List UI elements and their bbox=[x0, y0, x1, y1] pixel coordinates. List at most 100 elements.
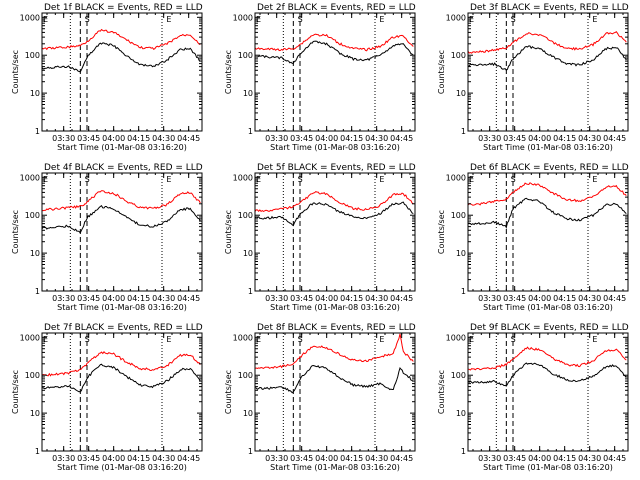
x-tick-label: 04:30 bbox=[365, 134, 388, 143]
panel-title: Det 7f BLACK = Events, RED = LLD bbox=[44, 323, 203, 333]
panel-title: Det 9f BLACK = Events, RED = LLD bbox=[470, 323, 629, 333]
y-tick-label: 100 bbox=[25, 51, 40, 60]
series-line-lld bbox=[254, 33, 414, 52]
x-axis-label: Start Time (01-Mar-08 03:16:20) bbox=[57, 463, 187, 472]
y-tick-label: 100 bbox=[238, 371, 253, 380]
y-axis-label: Counts/sec bbox=[11, 210, 20, 254]
x-tick-label: 04:15 bbox=[127, 134, 150, 143]
marker-letter: E bbox=[469, 175, 474, 184]
x-tick-label: 03:45 bbox=[290, 454, 313, 463]
y-tick-label: 1 bbox=[35, 287, 40, 296]
y-tick-label: 1 bbox=[248, 127, 253, 136]
detector-panel: Det 4f BLACK = Events, RED = LLD E S E 1 10 10… bbox=[11, 163, 203, 312]
x-tick-label: 03:45 bbox=[77, 294, 100, 303]
y-axis-label: Counts/sec bbox=[224, 50, 233, 94]
x-tick-label: 04:00 bbox=[315, 454, 338, 463]
y-tick-label: 1000 bbox=[446, 173, 466, 182]
panel-title: Det 4f BLACK = Events, RED = LLD bbox=[44, 163, 203, 173]
y-tick-label: 100 bbox=[238, 51, 253, 60]
y-tick-label: 10 bbox=[243, 249, 253, 258]
marker-letter: E bbox=[43, 15, 48, 24]
marker-letter: E bbox=[256, 335, 261, 344]
marker-letter: E bbox=[469, 15, 474, 24]
y-tick-label: 10 bbox=[243, 409, 253, 418]
y-tick-label: 1 bbox=[248, 447, 253, 456]
y-tick-label: 10 bbox=[30, 249, 40, 258]
y-tick-label: 1000 bbox=[20, 13, 40, 22]
x-tick-label: 04:15 bbox=[553, 134, 576, 143]
y-axis-label: Counts/sec bbox=[224, 210, 233, 254]
x-tick-label: 04:45 bbox=[177, 454, 200, 463]
marker-letter: S bbox=[298, 175, 303, 184]
x-tick-label: 03:30 bbox=[265, 134, 288, 143]
series-line-lld bbox=[41, 351, 201, 377]
y-tick-label: 10 bbox=[456, 249, 466, 258]
y-tick-label: 1 bbox=[461, 287, 466, 296]
detector-panel: Det 1f BLACK = Events, RED = LLD E S E 1 10 10… bbox=[11, 3, 203, 152]
y-axis-label: Counts/sec bbox=[224, 370, 233, 414]
y-tick-label: 1000 bbox=[233, 173, 253, 182]
y-tick-label: 1000 bbox=[20, 333, 40, 342]
y-tick-label: 1000 bbox=[233, 333, 253, 342]
x-tick-label: 03:45 bbox=[503, 134, 526, 143]
x-tick-label: 04:45 bbox=[177, 294, 200, 303]
x-tick-label: 03:45 bbox=[503, 294, 526, 303]
marker-letter: S bbox=[85, 15, 90, 24]
x-tick-label: 04:30 bbox=[578, 134, 601, 143]
y-tick-label: 10 bbox=[456, 409, 466, 418]
plot-frame bbox=[254, 172, 416, 292]
x-tick-label: 03:30 bbox=[478, 134, 501, 143]
x-tick-label: 04:45 bbox=[603, 134, 626, 143]
marker-letter: E bbox=[379, 15, 384, 24]
y-tick-label: 10 bbox=[243, 89, 253, 98]
series-line-events bbox=[254, 201, 414, 227]
y-tick-label: 1 bbox=[35, 447, 40, 456]
marker-letter: E bbox=[379, 335, 384, 344]
x-tick-label: 03:45 bbox=[503, 454, 526, 463]
marker-letter: S bbox=[85, 175, 90, 184]
x-tick-label: 04:15 bbox=[553, 294, 576, 303]
x-axis-label: Start Time (01-Mar-08 03:16:20) bbox=[483, 143, 613, 152]
series-line-lld bbox=[41, 28, 201, 51]
series-line-lld bbox=[254, 333, 414, 370]
y-axis-label: Counts/sec bbox=[437, 50, 446, 94]
plot-frame bbox=[467, 332, 629, 452]
x-tick-label: 04:45 bbox=[390, 134, 413, 143]
plot-frame bbox=[41, 172, 203, 292]
detector-panel: Det 6f BLACK = Events, RED = LLD E S E 1 10 10… bbox=[437, 163, 629, 312]
x-tick-label: 04:00 bbox=[315, 134, 338, 143]
series-line-events bbox=[467, 45, 627, 72]
marker-letter: E bbox=[166, 335, 171, 344]
y-axis-label: Counts/sec bbox=[437, 210, 446, 254]
detector-panel: Det 7f BLACK = Events, RED = LLD E S E 1 10 10… bbox=[11, 323, 203, 472]
y-axis-label: Counts/sec bbox=[11, 50, 20, 94]
detector-panel: Det 8f BLACK = Events, RED = LLD E S E 1 10 10… bbox=[224, 323, 416, 472]
marker-letter: E bbox=[592, 175, 597, 184]
series-line-events bbox=[41, 42, 201, 73]
y-tick-label: 100 bbox=[25, 371, 40, 380]
x-axis-label: Start Time (01-Mar-08 03:16:20) bbox=[270, 143, 400, 152]
panel-title: Det 6f BLACK = Events, RED = LLD bbox=[470, 163, 629, 173]
plot-frame bbox=[467, 12, 629, 132]
x-tick-label: 04:15 bbox=[340, 294, 363, 303]
marker-letter: S bbox=[511, 175, 516, 184]
x-tick-label: 04:00 bbox=[102, 294, 125, 303]
y-tick-label: 1000 bbox=[20, 173, 40, 182]
x-axis-label: Start Time (01-Mar-08 03:16:20) bbox=[270, 463, 400, 472]
x-tick-label: 03:30 bbox=[52, 294, 75, 303]
panel-title: Det 5f BLACK = Events, RED = LLD bbox=[257, 163, 416, 173]
x-tick-label: 04:30 bbox=[152, 294, 175, 303]
x-tick-label: 04:30 bbox=[578, 294, 601, 303]
series-line-lld bbox=[467, 31, 627, 54]
series-line-events bbox=[467, 197, 627, 229]
x-tick-label: 04:30 bbox=[152, 134, 175, 143]
detector-panel: Det 2f BLACK = Events, RED = LLD E S E 1 10 10… bbox=[224, 3, 416, 152]
x-tick-label: 03:45 bbox=[290, 134, 313, 143]
plot-frame bbox=[41, 332, 203, 452]
y-tick-label: 1 bbox=[461, 127, 466, 136]
x-tick-label: 03:30 bbox=[52, 134, 75, 143]
detector-panel: Det 9f BLACK = Events, RED = LLD E S E 1 10 10… bbox=[437, 323, 629, 472]
marker-letter: S bbox=[298, 15, 303, 24]
x-tick-label: 04:00 bbox=[102, 134, 125, 143]
plot-frame bbox=[254, 332, 416, 452]
